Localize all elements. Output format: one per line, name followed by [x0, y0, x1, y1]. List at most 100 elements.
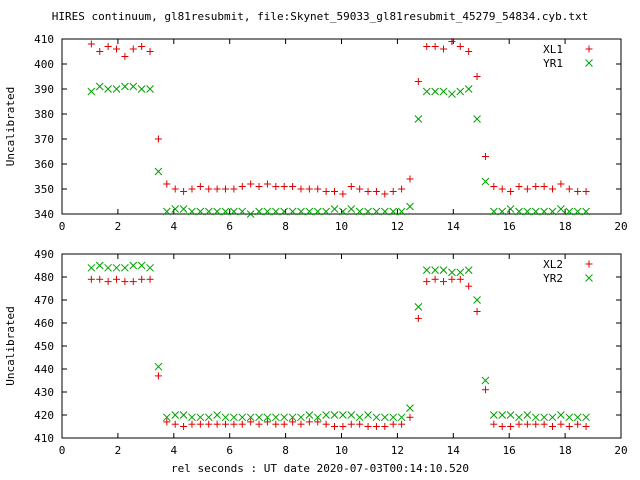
data-point-xl1 [532, 183, 540, 190]
data-point-xl2 [490, 420, 498, 428]
data-point-yr1 [322, 207, 330, 216]
data-point-xl2 [456, 275, 464, 283]
data-point-xl1 [498, 185, 506, 193]
data-point-xl1 [481, 153, 489, 160]
data-point-xl1 [356, 185, 364, 193]
data-point-yr2 [154, 362, 163, 371]
data-point-yr2 [355, 413, 364, 422]
data-point-yr1 [213, 207, 221, 216]
data-point-yr1 [582, 207, 590, 216]
data-point-xl1 [431, 43, 439, 50]
data-point-yr1 [230, 207, 238, 216]
data-point-yr1 [87, 87, 96, 96]
data-point-xl2 [255, 420, 263, 428]
data-point-xl1 [188, 185, 196, 193]
data-point-xl1 [255, 183, 263, 190]
y-tick-label: 470 [34, 294, 54, 307]
data-point-yr2 [389, 413, 398, 422]
data-point-xl1 [389, 188, 397, 195]
data-point-xl2 [523, 420, 531, 428]
data-point-xl2 [289, 418, 297, 426]
plot-frame [61, 253, 622, 439]
data-point-xl1 [423, 43, 431, 50]
data-point-xl2 [154, 372, 162, 380]
data-point-yr2 [137, 261, 146, 270]
data-point-yr1 [548, 207, 557, 216]
data-point-yr1 [389, 207, 398, 216]
legend-label-xl1: XL1 [543, 43, 563, 56]
data-point-xl2 [448, 275, 456, 283]
data-point-xl2 [515, 420, 523, 428]
data-point-yr1 [154, 167, 163, 176]
y-tick-label: 360 [34, 158, 54, 171]
data-point-xl2 [280, 420, 288, 428]
x-axis-label: rel seconds : UT date 2020-07-03T00:14:1… [170, 462, 469, 475]
data-point-xl1 [238, 183, 246, 190]
data-point-yr1 [422, 87, 431, 96]
data-point-xl2 [205, 420, 213, 428]
data-point-yr1 [489, 207, 498, 216]
data-point-yr2 [540, 413, 548, 422]
data-point-xl1 [523, 185, 531, 193]
data-point-yr2 [95, 261, 104, 270]
data-point-yr2 [481, 376, 490, 385]
data-point-yr1 [380, 207, 389, 216]
data-point-xl2 [406, 413, 414, 421]
data-point-xl2 [364, 423, 372, 430]
data-point-xl1 [549, 185, 557, 193]
data-point-yr1 [481, 177, 490, 186]
data-point-yr1 [540, 207, 548, 216]
data-point-xl1 [565, 185, 573, 193]
data-point-yr2 [573, 413, 582, 422]
data-point-yr1 [523, 207, 532, 216]
y-tick-label: 460 [34, 317, 54, 330]
data-point-xl1 [364, 188, 372, 195]
x-tick-label: 4 [170, 444, 177, 457]
data-point-yr1 [112, 85, 121, 93]
data-point-yr2 [305, 411, 314, 419]
data-point-xl1 [87, 40, 95, 48]
data-point-xl2 [247, 418, 255, 426]
data-point-xl1 [582, 188, 590, 195]
y-tick-label: 380 [34, 108, 54, 121]
data-point-xl2 [372, 423, 380, 430]
data-point-yr2 [406, 404, 414, 412]
data-point-xl1 [465, 48, 473, 55]
data-point-xl2 [113, 275, 121, 283]
legend-marker-yr1 [585, 59, 593, 67]
data-point-yr1 [456, 87, 465, 96]
data-point-xl2 [440, 278, 448, 286]
data-point-yr2 [330, 411, 339, 419]
data-point-yr2 [179, 411, 188, 419]
data-point-xl1 [448, 38, 456, 45]
data-point-yr1 [204, 207, 213, 216]
data-point-yr1 [137, 85, 146, 93]
data-point-xl1 [146, 48, 154, 55]
data-point-xl1 [263, 180, 271, 188]
x-tick-label: 16 [503, 220, 516, 233]
data-point-xl1 [104, 43, 112, 50]
data-point-xl2 [532, 420, 540, 428]
data-point-yr2 [297, 413, 305, 422]
data-point-yr2 [506, 411, 515, 419]
data-point-yr1 [104, 85, 112, 93]
data-point-yr2 [271, 413, 280, 422]
data-point-xl1 [213, 185, 221, 193]
y-tick-label: 350 [34, 183, 54, 196]
y-axis-label: Uncalibrated [4, 306, 17, 385]
data-point-yr1 [313, 207, 322, 216]
data-point-yr2 [456, 268, 465, 277]
data-point-yr1 [330, 205, 339, 213]
data-point-yr2 [230, 413, 238, 422]
data-point-yr2 [171, 411, 180, 419]
data-point-xl1 [113, 45, 121, 53]
x-tick-label: 10 [335, 220, 348, 233]
data-point-yr2 [565, 413, 574, 422]
data-point-xl1 [339, 190, 347, 198]
data-point-yr2 [339, 411, 347, 419]
data-point-yr1 [515, 207, 523, 216]
data-point-yr2 [448, 268, 456, 277]
data-point-xl2 [574, 420, 582, 428]
x-tick-label: 20 [614, 220, 627, 233]
data-point-xl2 [180, 423, 188, 430]
